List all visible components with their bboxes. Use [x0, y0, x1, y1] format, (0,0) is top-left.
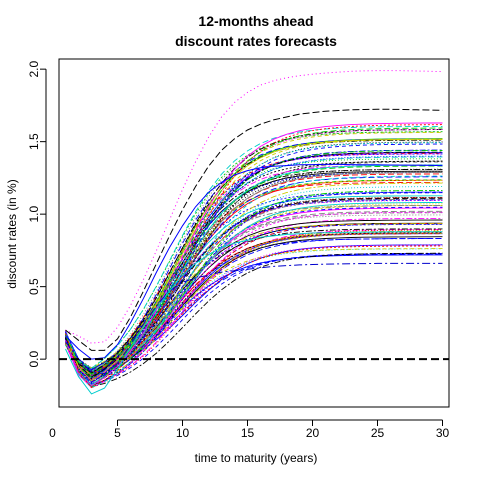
x-tick-label: 15 [241, 426, 255, 440]
forecast-curve [65, 132, 443, 376]
ensemble-lines [65, 122, 443, 389]
forecast-curve [65, 149, 443, 376]
forecast-curve [65, 151, 443, 378]
forecast-curve [65, 138, 443, 382]
forecast-curve [65, 143, 443, 383]
series-line [65, 163, 443, 360]
forecast-curve [65, 165, 443, 370]
forecast-curve [65, 138, 443, 388]
x-tick-label: 0 [49, 426, 56, 440]
highlight-series [65, 70, 443, 395]
x-axis: 0 5 10 15 20 25 30 [49, 419, 450, 440]
plot-frame [58, 58, 450, 408]
y-tick-label: 1.5 [27, 133, 41, 150]
forecast-curve [65, 207, 443, 389]
forecast-curve [65, 160, 443, 371]
y-tick-label: 0.5 [27, 278, 41, 295]
y-tick-label: 2.0 [27, 60, 41, 77]
forecast-curve [65, 164, 443, 381]
forecast-curve [65, 211, 443, 371]
forecast-curve [65, 210, 443, 383]
forecast-curve [65, 139, 443, 379]
forecast-curve [65, 179, 443, 371]
forecast-curve [65, 228, 443, 372]
y-tick-label: 0.0 [27, 350, 41, 367]
forecast-curve [65, 233, 443, 374]
x-tick-label: 5 [114, 426, 121, 440]
forecast-curve [65, 233, 443, 384]
y-axis-label: discount rates (in %) [5, 179, 19, 288]
forecast-curve [65, 252, 443, 388]
y-tick-label: 1.0 [27, 205, 41, 222]
x-tick-label: 25 [371, 426, 385, 440]
forecast-curve [65, 164, 443, 379]
x-axis-label: time to maturity (years) [195, 451, 318, 465]
series-line [65, 70, 443, 344]
forecast-curve [65, 223, 443, 375]
forecast-curve [65, 152, 443, 376]
forecast-curve [65, 127, 443, 375]
forecast-curve [65, 122, 443, 387]
x-tick-label: 10 [176, 426, 190, 440]
series-line [65, 231, 443, 395]
forecast-curve [65, 191, 443, 387]
forecast-curve [65, 232, 443, 387]
forecast-curve [65, 182, 443, 377]
x-tick-label: 30 [436, 426, 450, 440]
forecast-curve [65, 248, 443, 376]
forecast-curve [65, 179, 443, 375]
forecast-curve [65, 233, 443, 378]
x-tick-label: 20 [306, 426, 320, 440]
forecast-curve [65, 199, 443, 370]
forecast-curve [65, 198, 443, 378]
forecast-curve [65, 141, 443, 383]
y-axis: 0.0 0.5 1.0 1.5 2.0 [27, 60, 47, 367]
forecast-curve [65, 170, 443, 374]
forecast-curve [65, 142, 443, 372]
forecast-curve [65, 245, 443, 370]
forecast-curve [65, 139, 443, 369]
forecast-curve [65, 138, 443, 382]
forecast-curve [65, 125, 443, 369]
forecast-curve [65, 129, 443, 374]
forecast-curve [65, 158, 443, 374]
chart-title-line-1: 12-months ahead [198, 13, 313, 29]
series-line [65, 108, 443, 351]
forecast-curve [65, 229, 443, 386]
series-line [65, 262, 443, 375]
forecast-curve [65, 206, 443, 385]
chart-title-line-2: discount rates forecasts [175, 33, 337, 49]
forecast-curve [65, 214, 443, 376]
forecast-curve [65, 244, 443, 377]
forecast-curve [65, 179, 443, 381]
forecast-curve [65, 150, 443, 378]
forecast-curve [65, 175, 443, 389]
forecast-curve [65, 189, 443, 381]
forecast-curve [65, 212, 443, 377]
